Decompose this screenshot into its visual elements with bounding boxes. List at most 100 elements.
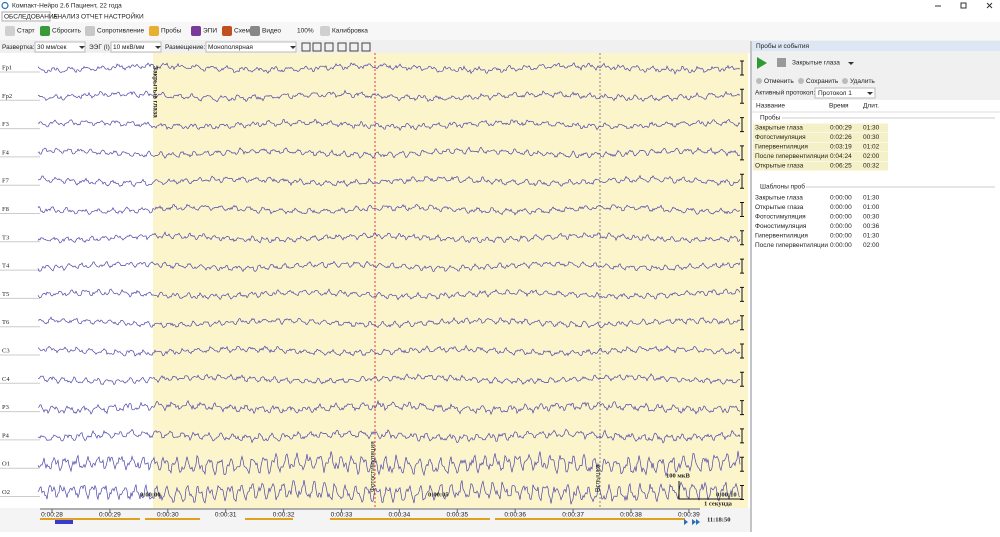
channel-label: F7 bbox=[2, 178, 10, 185]
trial-row[interactable] bbox=[753, 142, 888, 152]
timeline-label: 0:00:31 bbox=[215, 512, 237, 519]
toolbar-button[interactable]: Видео bbox=[262, 28, 281, 35]
calibration-mark bbox=[740, 456, 744, 472]
template-cell: 00:36 bbox=[863, 223, 880, 230]
clock: 11:18:50 bbox=[707, 516, 730, 523]
view-tool[interactable] bbox=[361, 42, 371, 52]
eeg-trace bbox=[37, 174, 741, 188]
protocol-dropdown[interactable] bbox=[814, 87, 876, 99]
channel-label: P4 bbox=[2, 432, 10, 439]
time-mark: 0:00:05 bbox=[428, 491, 449, 498]
window-title: Компакт-Нейро 2.6 Пациент, 22 года bbox=[12, 2, 122, 10]
annotation-photostim: Фотостимуляция bbox=[370, 441, 377, 492]
calibration-mark bbox=[740, 202, 744, 217]
panel-stop[interactable] bbox=[777, 58, 786, 67]
template-cell[interactable]: Фоностимуляция bbox=[755, 223, 807, 230]
toolbar-button[interactable]: Пробы bbox=[161, 27, 182, 35]
eeg-trace bbox=[37, 288, 741, 301]
view-tool[interactable] bbox=[349, 42, 359, 52]
dropdown-caret bbox=[79, 46, 85, 49]
action-button[interactable]: Удалить bbox=[850, 78, 875, 85]
calibration-mark bbox=[740, 258, 744, 274]
action-button[interactable]: Сохранить bbox=[806, 78, 839, 85]
dropdown-value[interactable]: 10 мкВ/мм bbox=[113, 44, 145, 51]
template-cell[interactable]: Открытые глаза bbox=[755, 204, 804, 211]
template-cell: 01:00 bbox=[863, 204, 880, 211]
dropdown-value[interactable]: 30 мм/сек bbox=[37, 44, 67, 51]
calibration-mark bbox=[740, 371, 744, 387]
toolbar bbox=[0, 22, 1000, 40]
dropdown[interactable] bbox=[205, 41, 297, 53]
view-tool[interactable] bbox=[337, 42, 347, 52]
eeg-trace bbox=[37, 344, 741, 357]
template-cell[interactable]: Закрытые глаза bbox=[755, 195, 803, 202]
template-cell: 00:30 bbox=[863, 214, 880, 221]
template-cell: 0:00:00 bbox=[830, 223, 852, 230]
trial-row[interactable] bbox=[753, 133, 888, 142]
panel-header bbox=[752, 41, 1000, 51]
template-cell[interactable]: Гипервентиляция bbox=[755, 233, 808, 240]
view-tool[interactable] bbox=[312, 42, 322, 52]
trial-cell: 0:00:29 bbox=[830, 125, 852, 132]
channel-label: O2 bbox=[2, 489, 10, 496]
dropdown[interactable] bbox=[34, 41, 86, 53]
template-cell: 01:30 bbox=[863, 233, 880, 240]
eeg-trace bbox=[37, 399, 741, 416]
trial-row[interactable] bbox=[753, 152, 888, 161]
panel-play[interactable] bbox=[757, 57, 767, 69]
timeline-label: 0:00:30 bbox=[157, 512, 179, 519]
trial-cell: 01:02 bbox=[863, 144, 880, 151]
toolbar-button[interactable]: 100% bbox=[297, 28, 314, 35]
toolbar-button[interactable]: ЭПИ bbox=[203, 28, 217, 35]
section-title: Пробы bbox=[760, 114, 781, 122]
calibration-mark bbox=[740, 230, 744, 246]
trial-segment bbox=[495, 518, 685, 520]
menu-item[interactable]: АНАЛИЗ bbox=[53, 14, 79, 21]
annotation-flash: Вспышка bbox=[595, 464, 602, 492]
trial-row[interactable] bbox=[753, 161, 888, 171]
timeline-label: 0:00:34 bbox=[389, 512, 411, 519]
toolbar-button[interactable]: Схема bbox=[234, 28, 254, 35]
title-bar bbox=[0, 0, 1000, 11]
trial-cell: 0:04:24 bbox=[830, 153, 852, 160]
template-cell[interactable]: После гипервентиляции bbox=[755, 242, 828, 249]
calibration-mark bbox=[740, 286, 744, 302]
maximize-button[interactable] bbox=[960, 2, 967, 9]
toolbar-icon bbox=[250, 26, 260, 36]
action-button[interactable]: Отменить bbox=[764, 78, 794, 85]
toolbar-button[interactable]: Сопротивление bbox=[97, 28, 144, 35]
time-mark: 0:00:00 bbox=[140, 491, 161, 498]
timeline-cursor[interactable] bbox=[55, 520, 73, 524]
timeline-label: 0:00:35 bbox=[446, 512, 468, 519]
toolbar-icon bbox=[85, 26, 95, 36]
dropdown-value[interactable]: Монополярная bbox=[208, 44, 253, 51]
trial-cell: 02:00 bbox=[863, 153, 880, 160]
channel-label: Fp1 bbox=[2, 64, 12, 71]
dropdown[interactable] bbox=[110, 41, 162, 53]
toolbar-button[interactable]: Калибровка bbox=[332, 27, 368, 35]
column-header: Время bbox=[829, 103, 849, 110]
trial-cell: Закрытые глаза bbox=[755, 125, 803, 132]
selected-trial[interactable]: Закрытые глаза bbox=[792, 60, 840, 67]
eeg-trace bbox=[37, 62, 741, 75]
view-tool[interactable] bbox=[324, 42, 334, 52]
template-cell[interactable]: Фотостимуляция bbox=[755, 214, 806, 221]
eeg-trace bbox=[37, 231, 741, 244]
toolbar-button[interactable]: Сбросить bbox=[52, 27, 82, 35]
menu-item[interactable]: ОБСЛЕДОВАНИЕ bbox=[4, 14, 59, 21]
scale-amplitude: 100 мкВ bbox=[666, 472, 691, 479]
close-button[interactable] bbox=[986, 2, 993, 9]
dropdown-caret bbox=[155, 46, 161, 49]
action-icon bbox=[756, 78, 762, 84]
template-cell: 0:00:00 bbox=[830, 204, 852, 211]
trial-zone bbox=[153, 53, 748, 508]
menu-item[interactable]: НАСТРОЙКИ bbox=[104, 12, 144, 21]
play-controls[interactable] bbox=[684, 519, 700, 525]
menu-item[interactable]: ОТЧЕТ bbox=[81, 14, 103, 21]
view-tool[interactable] bbox=[301, 42, 311, 52]
menu-bar bbox=[0, 11, 1000, 22]
channel-label: T6 bbox=[2, 319, 10, 326]
trial-row[interactable] bbox=[753, 123, 888, 133]
panel-title: Пробы и события bbox=[756, 42, 809, 50]
toolbar-button[interactable]: Старт bbox=[17, 28, 35, 35]
